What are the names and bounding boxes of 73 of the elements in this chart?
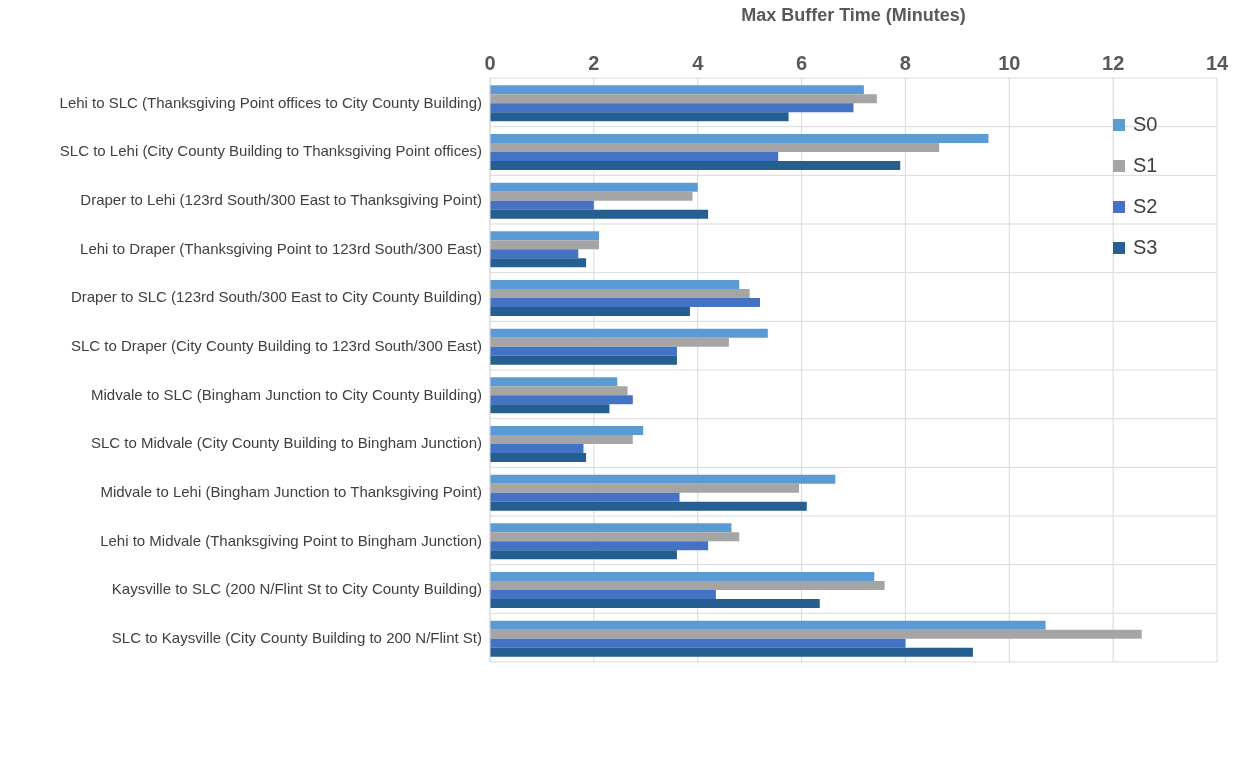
y-tick-label: Lehi to SLC (Thanksgiving Point offices to City County Building) bbox=[59, 93, 482, 111]
bar bbox=[490, 328, 768, 338]
bar bbox=[490, 103, 854, 113]
bar bbox=[490, 160, 901, 170]
y-tick-label: Midvale to Lehi (Bingham Junction to Thanksgiving Point) bbox=[100, 482, 482, 500]
bar bbox=[490, 94, 877, 104]
bar bbox=[490, 288, 750, 298]
bar bbox=[490, 386, 628, 396]
bar bbox=[490, 580, 885, 590]
bar bbox=[490, 346, 677, 356]
x-tick-label: 12 bbox=[1102, 52, 1125, 74]
bar bbox=[490, 571, 875, 581]
x-tick-label: 14 bbox=[1205, 52, 1229, 74]
bar bbox=[490, 589, 716, 599]
bar bbox=[490, 532, 740, 542]
y-tick-label: Midvale to SLC (Bingham Junction to City County Building) bbox=[90, 385, 482, 403]
bar bbox=[490, 620, 1046, 630]
y-tick-label: SLC to Midvale (City County Building to Bingham Junction) bbox=[90, 434, 482, 452]
legend-label: S2 bbox=[1133, 195, 1158, 218]
x-axis-title: Max Buffer Time (Minutes) bbox=[741, 4, 966, 25]
bar bbox=[490, 434, 633, 444]
bar bbox=[490, 647, 973, 657]
bar bbox=[490, 182, 698, 192]
bar bbox=[490, 501, 807, 511]
bar bbox=[490, 483, 799, 493]
bar bbox=[490, 492, 680, 502]
x-tick-label: 2 bbox=[588, 52, 600, 74]
bar bbox=[490, 258, 587, 268]
x-tick-label: 0 bbox=[484, 52, 496, 74]
legend-label: S3 bbox=[1133, 236, 1158, 259]
bar bbox=[490, 474, 836, 484]
y-tick-label: SLC to Lehi (City County Building to Thanksgiving Point offices) bbox=[59, 142, 482, 160]
bar bbox=[490, 112, 789, 122]
legend-label: S1 bbox=[1133, 154, 1158, 177]
bar bbox=[490, 297, 761, 307]
bar bbox=[490, 377, 618, 387]
bar bbox=[490, 638, 906, 648]
y-tick-label: Kaysville to SLC (200 N/Flint St to City County Building) bbox=[111, 580, 482, 598]
bar bbox=[490, 629, 1142, 639]
bar bbox=[490, 452, 587, 462]
bar bbox=[490, 209, 709, 219]
bar bbox=[490, 337, 729, 347]
y-tick-label: Lehi to Draper (Thanksgiving Point to 123rd South/300 East) bbox=[80, 239, 482, 257]
legend-label: S0 bbox=[1133, 113, 1158, 136]
y-tick-label: Draper to SLC (123rd South/300 East to City County Building) bbox=[70, 288, 482, 306]
bar bbox=[490, 598, 820, 608]
bar bbox=[490, 550, 677, 560]
y-tick-label: Lehi to Midvale (Thanksgiving Point to Bingham Junction) bbox=[100, 531, 482, 549]
bar bbox=[490, 523, 732, 533]
bar bbox=[490, 240, 600, 250]
bar bbox=[490, 85, 864, 95]
x-tick-label: 10 bbox=[998, 52, 1021, 74]
y-tick-label: SLC to Draper (City County Building to 123rd South/300 East) bbox=[70, 336, 482, 354]
bar bbox=[490, 395, 633, 405]
y-tick-label: SLC to Kaysville (City County Building to 200 N/Flint St) bbox=[111, 628, 482, 646]
bar bbox=[490, 425, 644, 435]
x-tick-label: 4 bbox=[692, 52, 705, 74]
bar bbox=[490, 279, 740, 289]
bar bbox=[490, 142, 940, 152]
x-tick-label: 6 bbox=[796, 52, 808, 74]
y-tick-label: Draper to Lehi (123rd South/300 East to Thanksgiving Point) bbox=[80, 190, 482, 208]
bar bbox=[490, 200, 594, 210]
bar bbox=[490, 541, 709, 551]
bar bbox=[490, 355, 677, 365]
bar bbox=[490, 151, 779, 161]
bar bbox=[490, 231, 600, 241]
bar bbox=[490, 443, 584, 453]
bar bbox=[490, 191, 693, 201]
bar bbox=[490, 404, 610, 414]
bar bbox=[490, 249, 579, 259]
x-tick-label: 8 bbox=[899, 52, 911, 74]
bar bbox=[490, 306, 690, 316]
bar bbox=[490, 133, 989, 143]
